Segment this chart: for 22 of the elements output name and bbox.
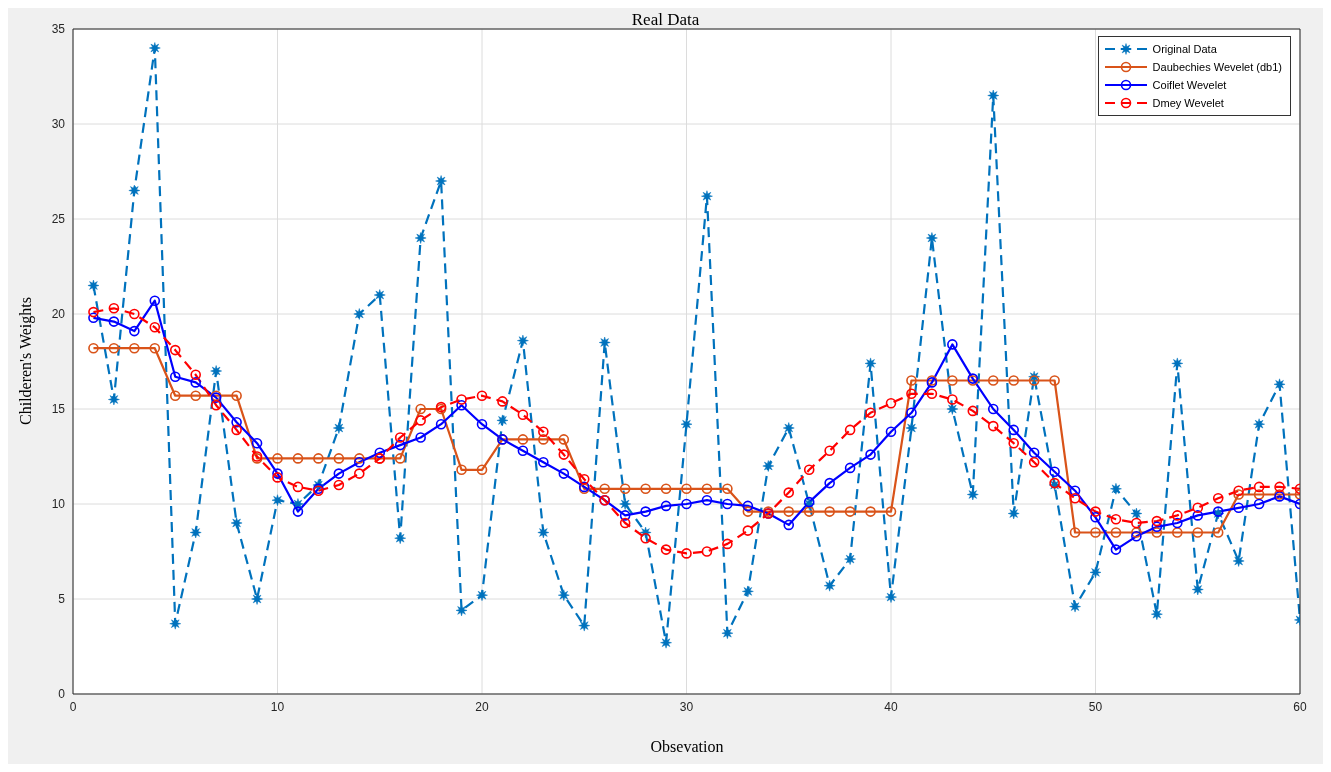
y-tick-label: 0 [58,687,66,702]
y-tick-label: 30 [51,117,66,132]
x-tick-label: 0 [69,699,77,714]
x-tick-label: 60 [1293,699,1307,714]
legend-label: Original Data [1152,43,1217,55]
legend-label: Coiflet Wevelet [1152,79,1227,91]
x-tick-label: 50 [1088,699,1103,714]
x-tick-label: 40 [884,699,898,714]
x-axis-title: Obsevation [649,738,725,756]
legend-label: Dmey Wevelet [1152,97,1224,109]
legend-label: Daubechies Wevelet (db1) [1152,61,1282,73]
y-tick-label: 25 [51,212,66,227]
x-tick-label: 20 [475,699,489,714]
y-tick-label: 35 [51,22,66,37]
chart-title: Real Data [631,10,700,29]
y-tick-label: 5 [58,592,66,607]
y-tick-label: 15 [51,402,66,417]
y-axis-title: Childeren's Weights [17,297,35,425]
x-tick-label: 30 [679,699,694,714]
x-tick-label: 10 [270,699,285,714]
y-tick-label: 20 [51,307,66,322]
y-tick-label: 10 [51,497,66,512]
